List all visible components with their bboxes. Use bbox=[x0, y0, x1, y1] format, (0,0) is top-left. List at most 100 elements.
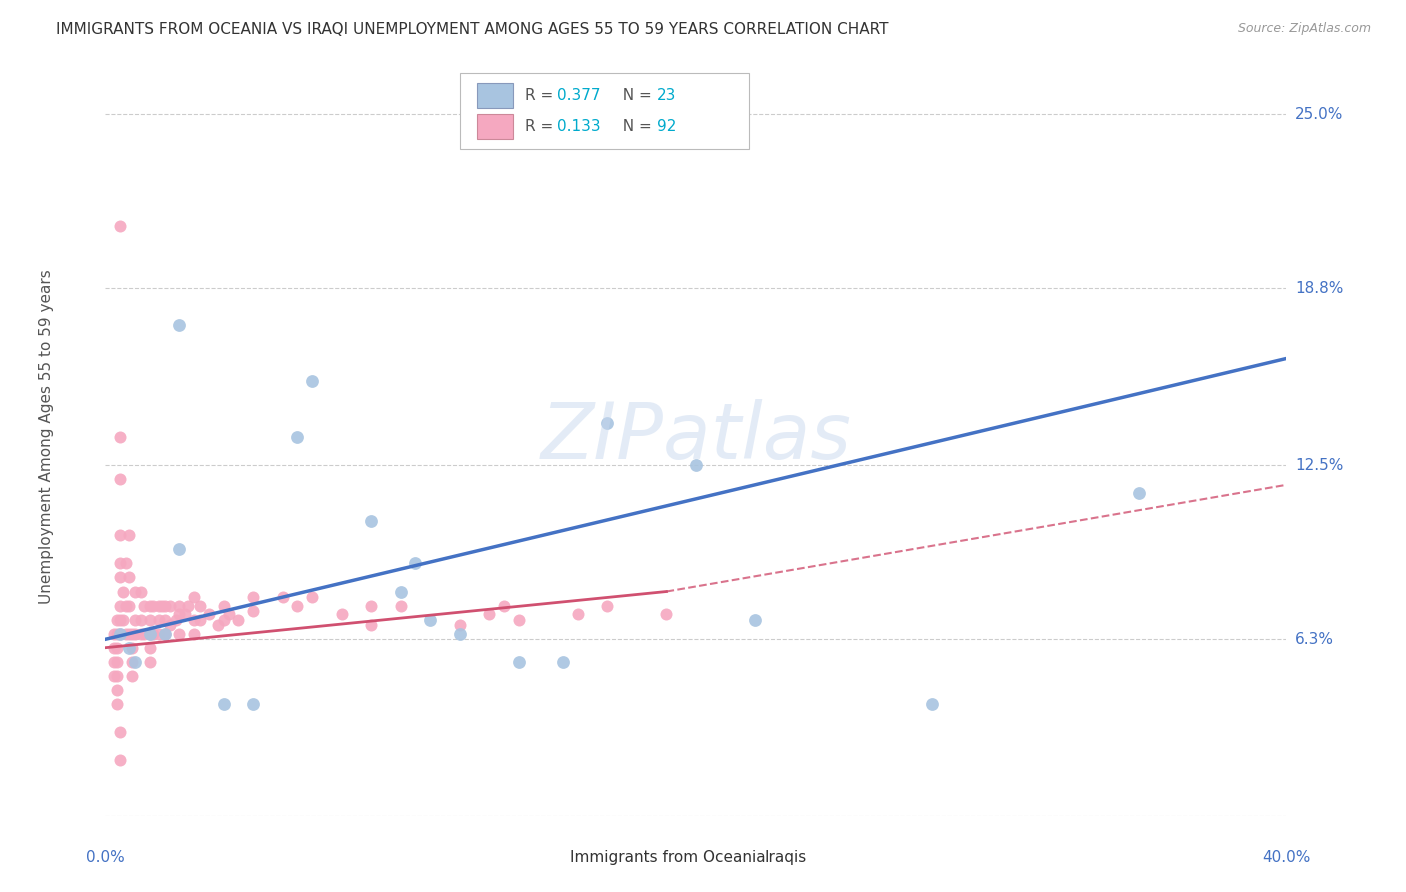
Point bbox=[148, 599, 170, 613]
Point bbox=[110, 528, 132, 542]
Point bbox=[153, 613, 176, 627]
Point bbox=[118, 599, 141, 613]
Point bbox=[138, 626, 162, 640]
Point bbox=[138, 655, 162, 669]
Point bbox=[110, 219, 132, 234]
Text: Iraqis: Iraqis bbox=[765, 850, 807, 865]
Point bbox=[132, 599, 155, 613]
Point bbox=[301, 590, 323, 604]
Text: 12.5%: 12.5% bbox=[1295, 458, 1343, 473]
Point bbox=[188, 613, 211, 627]
Point bbox=[138, 626, 162, 640]
Point bbox=[148, 613, 170, 627]
Point bbox=[110, 613, 132, 627]
Point bbox=[207, 618, 229, 632]
Text: 0.133: 0.133 bbox=[557, 119, 600, 134]
Point bbox=[110, 570, 132, 584]
Text: 23: 23 bbox=[657, 88, 676, 103]
Point bbox=[110, 753, 132, 767]
Text: Source: ZipAtlas.com: Source: ZipAtlas.com bbox=[1237, 22, 1371, 36]
Text: 25.0%: 25.0% bbox=[1295, 107, 1343, 121]
Text: 0.377: 0.377 bbox=[557, 88, 600, 103]
Point bbox=[242, 697, 264, 711]
Point bbox=[118, 626, 141, 640]
Point bbox=[150, 599, 173, 613]
Point bbox=[115, 626, 138, 640]
Point bbox=[105, 697, 128, 711]
Point bbox=[389, 599, 412, 613]
Point bbox=[212, 697, 235, 711]
Point bbox=[478, 607, 501, 621]
Text: 6.3%: 6.3% bbox=[1295, 632, 1334, 647]
Point bbox=[169, 626, 191, 640]
Text: N =: N = bbox=[613, 119, 657, 134]
Point bbox=[197, 607, 219, 621]
Point bbox=[124, 626, 146, 640]
Point bbox=[212, 613, 235, 627]
Point bbox=[183, 590, 205, 604]
Point bbox=[271, 590, 294, 604]
Point bbox=[551, 655, 574, 669]
Point bbox=[174, 607, 197, 621]
Text: 40.0%: 40.0% bbox=[1263, 850, 1310, 865]
Point bbox=[169, 607, 191, 621]
Point bbox=[110, 626, 132, 640]
Point bbox=[118, 640, 141, 655]
Point bbox=[596, 416, 619, 430]
Point bbox=[159, 618, 181, 632]
Point bbox=[744, 613, 766, 627]
Text: R =: R = bbox=[524, 119, 558, 134]
Point bbox=[449, 626, 471, 640]
Point bbox=[153, 599, 176, 613]
Point bbox=[138, 599, 162, 613]
Point bbox=[419, 613, 441, 627]
Point bbox=[124, 584, 146, 599]
Point bbox=[110, 472, 132, 486]
Point bbox=[685, 458, 707, 472]
Point bbox=[110, 599, 132, 613]
Point bbox=[153, 626, 176, 640]
Point bbox=[287, 599, 309, 613]
Point bbox=[218, 607, 240, 621]
Point bbox=[153, 626, 176, 640]
Point bbox=[105, 682, 128, 697]
Point bbox=[118, 528, 141, 542]
Text: 18.8%: 18.8% bbox=[1295, 281, 1343, 296]
Point bbox=[492, 599, 515, 613]
Point bbox=[360, 599, 382, 613]
Point bbox=[142, 626, 165, 640]
Point bbox=[103, 669, 125, 683]
Point bbox=[242, 604, 264, 618]
Point bbox=[132, 626, 155, 640]
Point bbox=[212, 599, 235, 613]
Point bbox=[287, 430, 309, 444]
Point bbox=[169, 318, 191, 332]
Point bbox=[508, 613, 530, 627]
Point bbox=[389, 584, 412, 599]
Point bbox=[105, 626, 128, 640]
Point bbox=[508, 655, 530, 669]
Text: IMMIGRANTS FROM OCEANIA VS IRAQI UNEMPLOYMENT AMONG AGES 55 TO 59 YEARS CORRELAT: IMMIGRANTS FROM OCEANIA VS IRAQI UNEMPLO… bbox=[56, 22, 889, 37]
Text: ZIPatlas: ZIPatlas bbox=[540, 399, 852, 475]
Text: 92: 92 bbox=[657, 119, 676, 134]
Text: 0.0%: 0.0% bbox=[86, 850, 125, 865]
Point bbox=[129, 613, 152, 627]
Point bbox=[1128, 486, 1150, 500]
Point bbox=[121, 655, 143, 669]
Point bbox=[148, 626, 170, 640]
Point bbox=[159, 599, 181, 613]
Text: Unemployment Among Ages 55 to 59 years: Unemployment Among Ages 55 to 59 years bbox=[39, 269, 53, 605]
Point bbox=[115, 557, 138, 571]
Point bbox=[183, 613, 205, 627]
Circle shape bbox=[741, 853, 758, 863]
Point bbox=[112, 584, 135, 599]
Bar bbox=[478, 113, 513, 139]
Text: R =: R = bbox=[524, 88, 558, 103]
Point bbox=[129, 584, 152, 599]
Point bbox=[118, 570, 141, 584]
Point bbox=[138, 613, 162, 627]
Point bbox=[188, 599, 211, 613]
Point bbox=[103, 655, 125, 669]
Point bbox=[567, 607, 589, 621]
Point bbox=[124, 655, 146, 669]
